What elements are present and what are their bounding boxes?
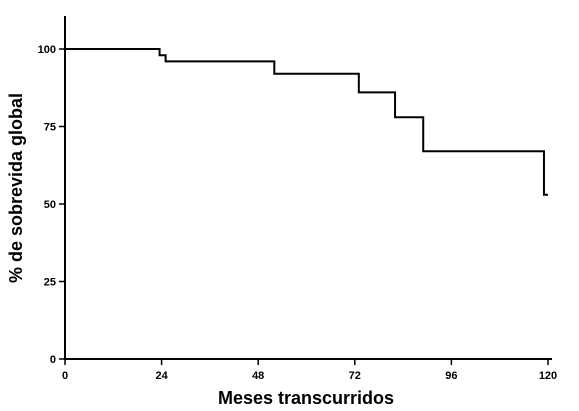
y-tick-label: 100 bbox=[38, 44, 56, 56]
x-tick-label: 0 bbox=[62, 370, 68, 382]
y-tick-label: 0 bbox=[50, 354, 56, 366]
x-tick-label: 72 bbox=[349, 370, 361, 382]
y-tick-label: 50 bbox=[44, 199, 56, 211]
x-tick-label: 24 bbox=[155, 370, 168, 382]
x-tick-label: 120 bbox=[539, 370, 557, 382]
x-tick-label: 96 bbox=[445, 370, 457, 382]
plot-area: 0 24 48 72 96 120 0 25 50 75 100 bbox=[38, 16, 557, 382]
y-tick-label: 75 bbox=[44, 122, 56, 134]
x-axis-label: Meses transcurridos bbox=[218, 388, 394, 408]
survival-curve bbox=[65, 48, 548, 196]
x-tick-label: 48 bbox=[252, 370, 264, 382]
y-tick-label: 25 bbox=[44, 277, 56, 289]
y-axis-label: % de sobrevida global bbox=[6, 93, 26, 283]
